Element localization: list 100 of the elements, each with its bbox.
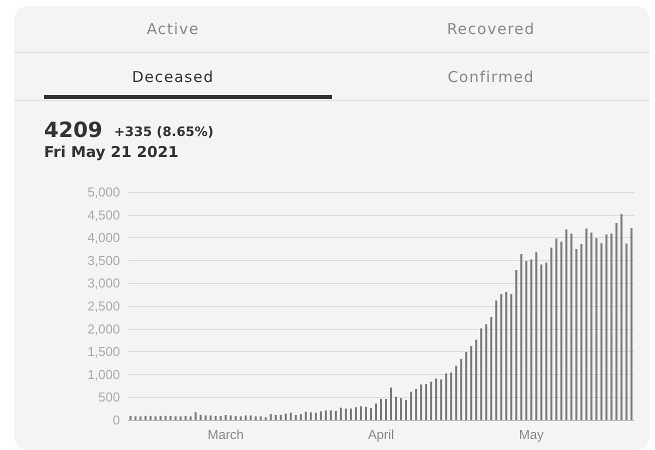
bar (620, 214, 622, 420)
x-tick-label: March (208, 427, 244, 442)
bar (360, 406, 362, 420)
bar (240, 416, 242, 420)
text: Confirmed (446, 67, 536, 88)
bar (505, 292, 508, 420)
bar (405, 400, 408, 420)
text: Fri May 21 2021 (44, 143, 178, 161)
bar (450, 372, 452, 420)
bar (545, 262, 548, 420)
bar (530, 259, 532, 420)
bar (490, 316, 492, 420)
bar (625, 244, 628, 420)
bar (374, 404, 377, 420)
bar (425, 384, 428, 420)
y-tick-label: 500 (98, 390, 120, 405)
y-tick-label: 2,500 (87, 298, 120, 314)
y-tick-label: 3,500 (87, 252, 120, 268)
bar (344, 408, 347, 420)
bar (515, 270, 518, 420)
bar (480, 328, 482, 420)
x-tick-label: May (519, 427, 544, 442)
bar (460, 358, 462, 420)
bar (475, 340, 478, 420)
y-tick-label: 4,500 (87, 207, 120, 222)
bar (184, 416, 187, 420)
bar (144, 416, 147, 420)
bar (224, 414, 227, 420)
bar (550, 248, 552, 420)
text: Recovered (446, 19, 536, 40)
bar (565, 229, 568, 420)
x-tick-label: April (368, 427, 394, 442)
bar (324, 410, 327, 420)
bar (300, 414, 302, 420)
bar (485, 324, 488, 420)
bar (180, 416, 182, 420)
bar (250, 415, 252, 420)
bar (270, 414, 272, 420)
y-tick-label: 0 (112, 412, 120, 428)
y-tick-label: 1,500 (87, 344, 120, 360)
bar (415, 388, 418, 420)
text: Active (146, 19, 200, 40)
bar (560, 242, 562, 420)
bar (510, 294, 512, 420)
bar (555, 238, 558, 420)
bar (385, 399, 388, 420)
text: Deceased (130, 67, 215, 88)
bar (595, 238, 598, 420)
bar (465, 352, 468, 420)
bar (244, 415, 247, 420)
bar (134, 416, 137, 420)
bar (350, 408, 352, 420)
bar (230, 415, 232, 420)
bar (284, 414, 287, 420)
bar (430, 382, 432, 420)
bar (410, 392, 412, 420)
bar (495, 300, 498, 420)
bar (364, 406, 367, 420)
bar (190, 416, 192, 420)
bar (264, 417, 267, 420)
bar (140, 416, 142, 420)
bar (220, 416, 222, 420)
bar (214, 416, 217, 420)
bar (340, 408, 342, 420)
bar (600, 243, 602, 420)
bar (380, 399, 382, 420)
bar (400, 398, 402, 420)
bar (615, 223, 618, 420)
bar (174, 416, 177, 420)
bar (274, 414, 277, 420)
bar (150, 416, 152, 420)
bar (234, 416, 237, 420)
bar (435, 378, 438, 420)
bar (455, 366, 458, 420)
bar (395, 396, 398, 420)
bar (330, 410, 332, 420)
bar (290, 412, 292, 420)
bar (354, 407, 357, 420)
bar (610, 233, 612, 420)
bar (310, 412, 312, 420)
y-tick-label: 3,000 (87, 276, 120, 291)
bar (540, 264, 542, 420)
bar (585, 228, 588, 420)
y-tick-label: 5,000 (87, 184, 120, 200)
y-tick-label: 1,000 (87, 366, 120, 382)
bar (334, 410, 337, 420)
bar (575, 249, 578, 420)
bar (304, 412, 307, 420)
bar (200, 414, 202, 420)
bar (440, 379, 442, 420)
chart-subtitle: +335 (8.65%) (114, 125, 214, 140)
bar (445, 373, 448, 420)
bar (390, 388, 392, 420)
bar (420, 384, 422, 420)
bar (130, 416, 132, 420)
bar (605, 234, 608, 420)
bar (590, 232, 592, 420)
bar (525, 260, 528, 420)
bar (520, 254, 522, 420)
bar (164, 416, 167, 420)
